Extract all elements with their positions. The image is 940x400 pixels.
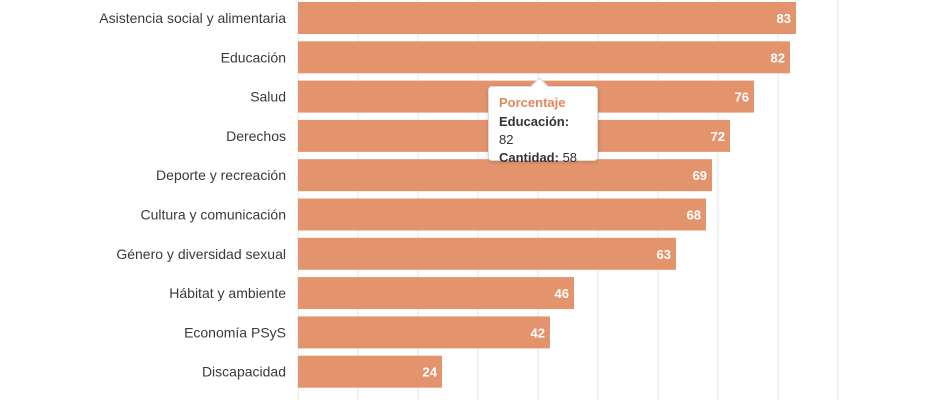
value-label: 69 [693,168,707,183]
bar[interactable] [298,41,790,74]
bar[interactable] [298,277,574,310]
value-label: 76 [735,90,749,105]
bar[interactable] [298,159,712,192]
tooltip-row1-key: Educación: [499,114,570,129]
category-label: Derechos [226,128,286,144]
value-label: 68 [687,208,701,223]
category-label: Economía PSyS [184,324,286,340]
tooltip-row-educacion: Educación: 82 [499,113,587,149]
tooltip-row1-value: 82 [499,132,514,147]
value-label: 42 [531,325,545,340]
category-label: Cultura y comunicación [140,207,286,223]
tooltip-title: Porcentaje [499,95,566,110]
value-label: 46 [555,286,569,301]
bar[interactable] [298,316,550,349]
bar[interactable] [298,198,706,231]
tooltip-row-cantidad: Cantidad: 58 [499,149,587,167]
tooltip-row2-value: 58 [562,150,578,165]
tooltip: Porcentaje Educación: 82 Cantidad: 58 [488,86,598,165]
category-label: Hábitat y ambiente [169,285,286,301]
bar[interactable] [298,355,442,388]
value-label: 24 [423,365,438,380]
bar[interactable] [298,237,676,270]
value-label: 63 [657,247,671,262]
value-label: 83 [777,11,791,26]
category-label: Discapacidad [202,364,286,380]
bars-layer [298,2,796,388]
value-label: 82 [771,50,785,65]
category-label: Asistencia social y alimentaria [99,10,286,26]
category-label: Deporte y recreación [156,167,286,183]
labels-layer: Asistencia social y alimentaria 83 Educaci… [99,10,791,380]
value-label: 72 [711,129,725,144]
category-label: Salud [250,89,286,105]
category-label: Género y diversidad sexual [116,246,286,262]
bar[interactable] [298,2,796,34]
tooltip-row2-key: Cantidad: [499,150,559,165]
category-label: Educación [221,49,286,65]
